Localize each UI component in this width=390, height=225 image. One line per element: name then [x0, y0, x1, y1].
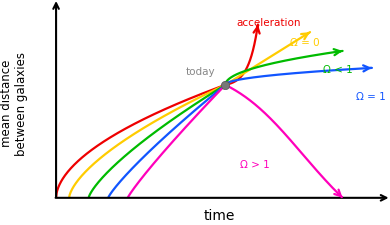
Text: time: time: [203, 209, 234, 223]
Text: today: today: [186, 67, 216, 77]
Text: Ω = 1: Ω = 1: [356, 92, 385, 102]
Text: Ω > 1: Ω > 1: [240, 160, 270, 170]
Text: Ω = 0: Ω = 0: [291, 38, 320, 48]
Text: acceleration: acceleration: [237, 18, 301, 28]
Text: Ω < 1: Ω < 1: [323, 65, 353, 75]
Text: mean distance
between galaxies: mean distance between galaxies: [0, 52, 28, 156]
